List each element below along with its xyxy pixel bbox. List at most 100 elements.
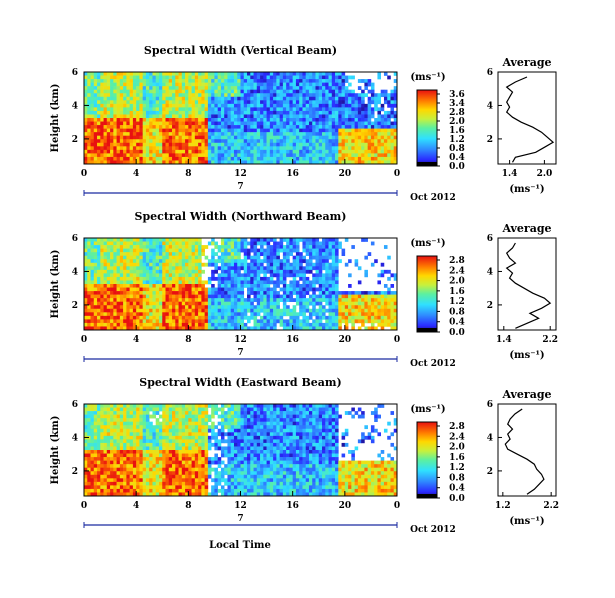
heatmap-cell <box>269 114 274 119</box>
heatmap-cell <box>390 305 395 310</box>
heatmap-cell <box>158 287 163 292</box>
heatmap-cell <box>126 262 130 267</box>
heatmap-cell <box>263 291 267 295</box>
heatmap-cell <box>110 439 114 444</box>
heatmap-cell <box>312 135 316 140</box>
heatmap-cell <box>139 287 143 292</box>
heatmap-cell <box>142 121 147 126</box>
heatmap-cell <box>100 301 104 306</box>
heatmap-cell <box>181 305 186 310</box>
heatmap-cell <box>344 125 349 129</box>
heatmap-cell <box>308 259 313 264</box>
heatmap-cell <box>97 404 101 408</box>
heatmap-cell <box>370 96 375 101</box>
heatmap-cell <box>335 89 339 94</box>
month-label: Oct 2012 <box>410 359 456 369</box>
heatmap-cell <box>97 103 101 108</box>
heatmap-cell <box>295 248 300 253</box>
heatmap-cell <box>374 103 378 108</box>
heatmap-cell <box>237 110 241 115</box>
heatmap-cell <box>247 96 251 101</box>
heatmap-cell <box>84 107 88 112</box>
heatmap-cell <box>286 326 290 331</box>
heatmap-cell <box>172 273 176 278</box>
heatmap-cell <box>194 142 199 147</box>
heatmap-cell <box>119 291 124 295</box>
heatmap-cell <box>357 114 362 119</box>
heatmap-cell <box>123 86 127 90</box>
heatmap-cell <box>302 149 307 154</box>
heatmap-cell <box>260 319 264 324</box>
heatmap-cell <box>361 114 365 119</box>
heatmap-cell <box>93 273 98 278</box>
heatmap-cell <box>338 326 342 331</box>
heatmap-cell <box>123 435 127 440</box>
heatmap-cell <box>204 255 209 260</box>
x-tick-label: 0 <box>81 335 87 345</box>
heatmap-cell <box>279 248 284 253</box>
heatmap-cell <box>237 103 241 108</box>
heatmap-cell <box>113 107 117 112</box>
heatmap-cell <box>84 425 88 430</box>
heatmap-cell <box>185 312 189 317</box>
heatmap-cell <box>87 308 91 313</box>
heatmap-cell <box>106 467 111 472</box>
heatmap-cell <box>136 266 140 271</box>
heatmap-cell <box>315 135 320 140</box>
heatmap-cell <box>377 110 381 115</box>
heatmap-cell <box>126 276 130 281</box>
heatmap-cell <box>374 100 378 105</box>
heatmap-cell <box>175 110 179 115</box>
heatmap-cell <box>185 294 189 299</box>
heatmap-cell <box>87 418 91 422</box>
heatmap-cell <box>119 322 124 327</box>
heatmap-cell <box>106 464 111 468</box>
heatmap-cell <box>214 128 218 133</box>
heatmap-cell <box>93 421 98 426</box>
heatmap-cell <box>348 319 352 324</box>
heatmap-cell <box>243 241 248 246</box>
heatmap-cell <box>132 269 137 274</box>
heatmap-cell <box>292 291 297 295</box>
heatmap-cell <box>136 110 140 115</box>
heatmap-cell <box>331 294 336 299</box>
heatmap-cell <box>198 103 202 108</box>
heatmap-cell <box>188 121 192 126</box>
heatmap-cell <box>129 103 134 108</box>
heatmap-cell <box>191 100 196 105</box>
heatmap-cell <box>100 156 104 161</box>
heatmap-cell <box>175 79 179 83</box>
heatmap-cell <box>181 75 186 80</box>
heatmap-cell <box>322 280 326 285</box>
heatmap-cell <box>383 96 388 101</box>
heatmap-cell <box>247 308 251 313</box>
heatmap-cell <box>84 298 88 302</box>
heatmap-cell <box>348 139 352 144</box>
heatmap-cell <box>198 252 202 256</box>
heatmap-cell <box>247 103 251 108</box>
heatmap-cell <box>331 125 336 129</box>
heatmap-cell <box>247 153 251 158</box>
heatmap-cell <box>191 259 196 264</box>
heatmap-cell <box>286 245 290 249</box>
profile-y-tick-label: 2 <box>487 301 493 311</box>
heatmap-cell <box>106 305 111 310</box>
heatmap-cell <box>142 110 147 115</box>
profile-y-tick-label: 6 <box>487 68 493 78</box>
heatmap-cell <box>335 291 339 295</box>
heatmap-cell <box>136 132 140 136</box>
heatmap-cell <box>100 269 104 274</box>
heatmap-cell <box>292 262 297 267</box>
heatmap-cell <box>269 273 274 278</box>
heatmap-cell <box>351 89 355 94</box>
heatmap-cell <box>357 110 362 115</box>
heatmap-cell <box>207 146 212 151</box>
heatmap-cell <box>185 156 189 161</box>
heatmap-cell <box>113 432 117 437</box>
x-tick-label: 0 <box>81 169 87 179</box>
heatmap-cell <box>97 488 101 493</box>
heatmap-cell <box>322 103 326 108</box>
heatmap-cell <box>149 273 153 278</box>
heatmap-cell <box>308 255 313 260</box>
heatmap-cell <box>295 284 300 288</box>
